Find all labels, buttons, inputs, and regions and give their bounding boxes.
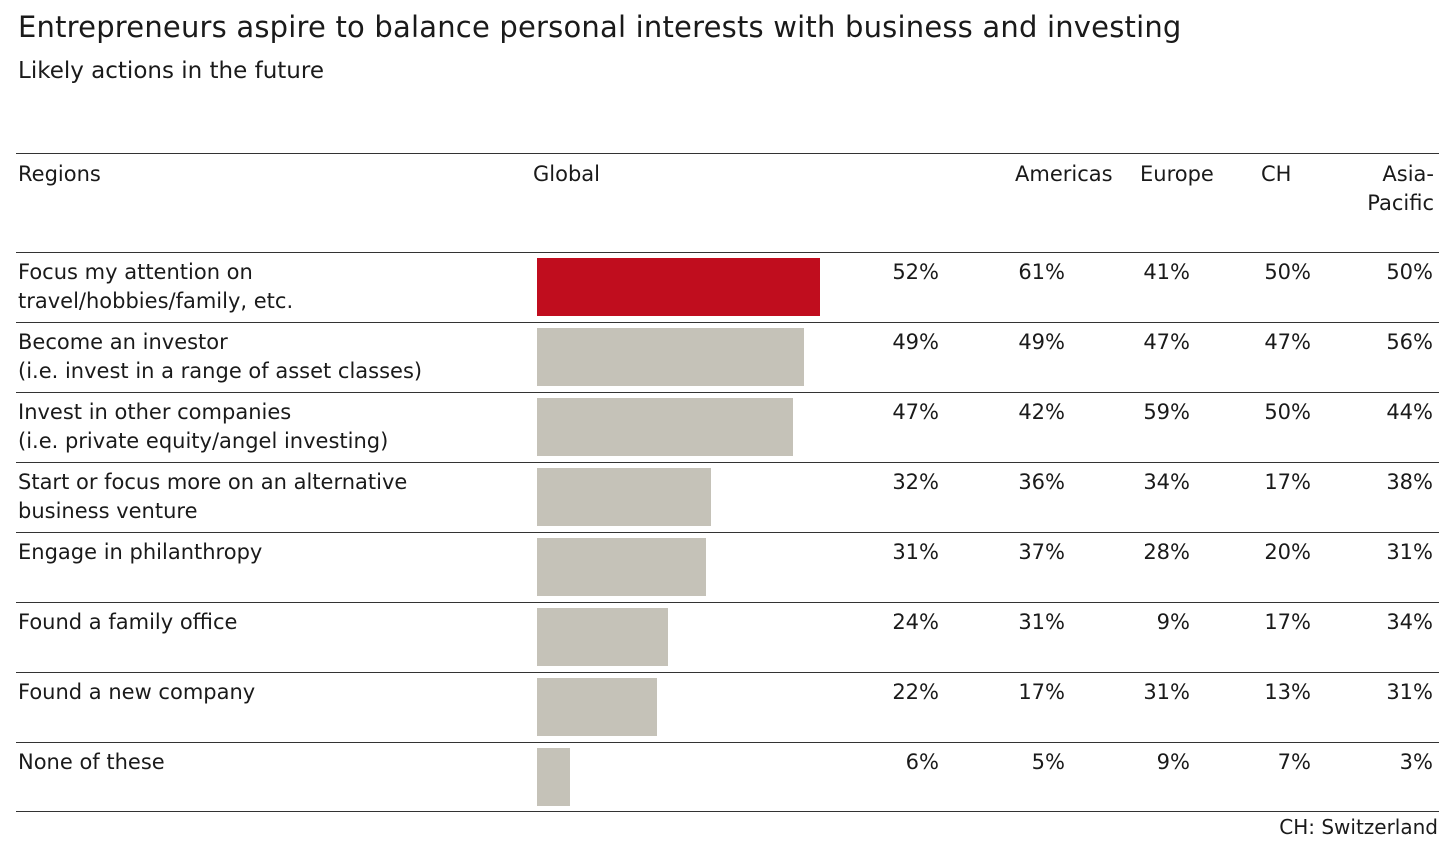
value-global: 24% <box>892 610 939 634</box>
row-label-line1: None of these <box>18 750 165 774</box>
value-ch: 7% <box>1277 750 1311 774</box>
value-global: 31% <box>892 540 939 564</box>
value-americas: 17% <box>1018 680 1065 704</box>
value-europe: 34% <box>1143 470 1190 494</box>
chart-subtitle: Likely actions in the future <box>18 58 324 84</box>
row-label-line1: Engage in philanthropy <box>18 540 263 564</box>
header-regions: Regions <box>18 162 101 186</box>
value-americas: 36% <box>1018 470 1065 494</box>
row-rule <box>16 532 1439 533</box>
row-label-line2: (i.e. private equity/angel investing) <box>18 429 389 453</box>
header-asia-line1: Asia- <box>1382 162 1434 186</box>
row-label: Become an investor (i.e. invest in a rang… <box>18 328 518 386</box>
row-label: None of these <box>18 748 518 777</box>
value-ch: 17% <box>1264 610 1311 634</box>
value-americas: 37% <box>1018 540 1065 564</box>
value-americas: 61% <box>1018 260 1065 284</box>
value-ch: 17% <box>1264 470 1311 494</box>
header-europe: Europe <box>1140 162 1214 186</box>
global-bar <box>537 258 820 316</box>
value-europe: 41% <box>1143 260 1190 284</box>
row-label: Engage in philanthropy <box>18 538 518 567</box>
value-asia-pacific: 38% <box>1386 470 1433 494</box>
value-global: 49% <box>892 330 939 354</box>
header-asia-pacific: Asia- Pacific <box>1334 160 1434 218</box>
value-global: 6% <box>905 750 939 774</box>
table-row: Found a new company 22% 17% 31% 13% 31% <box>0 672 1456 742</box>
row-label-line2: business venture <box>18 499 198 523</box>
row-label: Focus my attention on travel/hobbies/fami… <box>18 258 518 316</box>
global-bar <box>537 328 804 386</box>
value-global: 52% <box>892 260 939 284</box>
value-europe: 31% <box>1143 680 1190 704</box>
value-global: 47% <box>892 400 939 424</box>
value-asia-pacific: 31% <box>1386 680 1433 704</box>
row-rule <box>16 322 1439 323</box>
value-europe: 28% <box>1143 540 1190 564</box>
value-americas: 42% <box>1018 400 1065 424</box>
value-europe: 9% <box>1156 750 1190 774</box>
row-label-line1: Found a new company <box>18 680 256 704</box>
row-label-line2: (i.e. invest in a range of asset classes… <box>18 359 423 383</box>
value-ch: 20% <box>1264 540 1311 564</box>
row-label-line2: travel/hobbies/family, etc. <box>18 289 294 313</box>
row-label-line1: Start or focus more on an alternative <box>18 470 408 494</box>
value-asia-pacific: 31% <box>1386 540 1433 564</box>
value-europe: 9% <box>1156 610 1190 634</box>
global-bar <box>537 538 706 596</box>
table-row: Invest in other companies (i.e. private e… <box>0 392 1456 462</box>
table-row: None of these 6% 5% 9% 7% 3% <box>0 742 1456 812</box>
header-americas: Americas <box>1015 162 1113 186</box>
chart-title: Entrepreneurs aspire to balance personal… <box>18 10 1182 44</box>
table-top-rule <box>16 153 1439 154</box>
value-americas: 5% <box>1031 750 1065 774</box>
global-bar <box>537 748 570 806</box>
value-ch: 13% <box>1264 680 1311 704</box>
value-asia-pacific: 34% <box>1386 610 1433 634</box>
row-label-line1: Found a family office <box>18 610 238 634</box>
row-rule <box>16 392 1439 393</box>
value-asia-pacific: 50% <box>1386 260 1433 284</box>
value-asia-pacific: 44% <box>1386 400 1433 424</box>
value-ch: 50% <box>1264 260 1311 284</box>
table-row: Become an investor (i.e. invest in a rang… <box>0 322 1456 392</box>
row-rule <box>16 252 1439 253</box>
value-global: 22% <box>892 680 939 704</box>
header-ch: CH <box>1261 162 1292 186</box>
value-americas: 31% <box>1018 610 1065 634</box>
row-label: Found a family office <box>18 608 518 637</box>
row-label: Invest in other companies (i.e. private e… <box>18 398 518 456</box>
global-bar <box>537 678 657 736</box>
table-row: Found a family office 24% 31% 9% 17% 34% <box>0 602 1456 672</box>
value-asia-pacific: 3% <box>1399 750 1433 774</box>
row-rule <box>16 672 1439 673</box>
value-global: 32% <box>892 470 939 494</box>
row-label: Start or focus more on an alternative bus… <box>18 468 518 526</box>
row-label-line1: Become an investor <box>18 330 228 354</box>
footnote: CH: Switzerland <box>1279 815 1438 839</box>
value-ch: 47% <box>1264 330 1311 354</box>
row-label: Found a new company <box>18 678 518 707</box>
table-row: Engage in philanthropy 31% 37% 28% 20% 31% <box>0 532 1456 602</box>
value-europe: 47% <box>1143 330 1190 354</box>
value-asia-pacific: 56% <box>1386 330 1433 354</box>
row-rule <box>16 602 1439 603</box>
row-rule <box>16 742 1439 743</box>
row-label-line1: Focus my attention on <box>18 260 253 284</box>
table-row: Start or focus more on an alternative bus… <box>0 462 1456 532</box>
header-asia-line2: Pacific <box>1367 191 1434 215</box>
global-bar <box>537 468 711 526</box>
table-bottom-rule <box>16 811 1439 812</box>
header-global: Global <box>533 162 600 186</box>
row-rule <box>16 462 1439 463</box>
value-europe: 59% <box>1143 400 1190 424</box>
global-bar <box>537 608 668 666</box>
row-label-line1: Invest in other companies <box>18 400 292 424</box>
value-ch: 50% <box>1264 400 1311 424</box>
value-americas: 49% <box>1018 330 1065 354</box>
table-row: Focus my attention on travel/hobbies/fami… <box>0 252 1456 322</box>
global-bar <box>537 398 793 456</box>
